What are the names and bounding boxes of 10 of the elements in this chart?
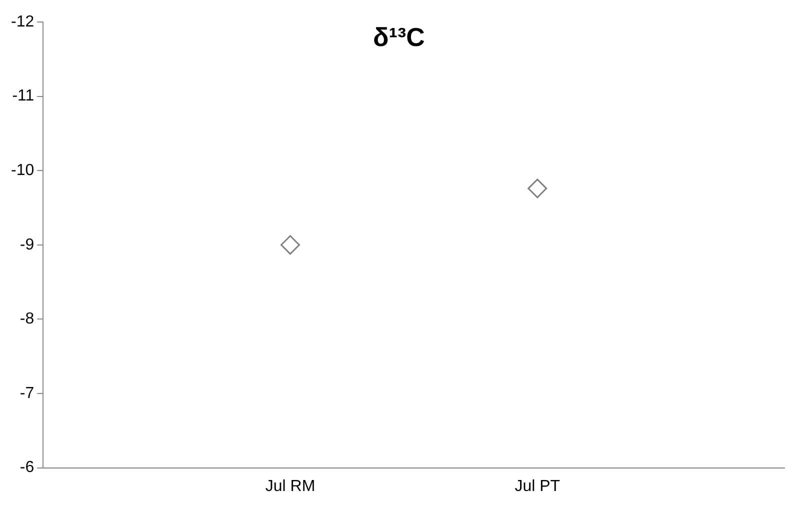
y-tick-label: -12 [11, 13, 34, 30]
y-tick-label: -11 [12, 88, 34, 105]
x-tick-label: Jul RM [265, 478, 316, 495]
y-tick-label: -9 [20, 236, 34, 254]
y-tick-label: -7 [20, 384, 34, 402]
x-tick-label: Jul PT [514, 478, 560, 495]
y-tick-label: -10 [11, 162, 34, 180]
y-tick-label: -6 [20, 459, 34, 476]
y-tick-label: -8 [20, 310, 34, 328]
chart-title: δ¹³C [373, 22, 426, 52]
